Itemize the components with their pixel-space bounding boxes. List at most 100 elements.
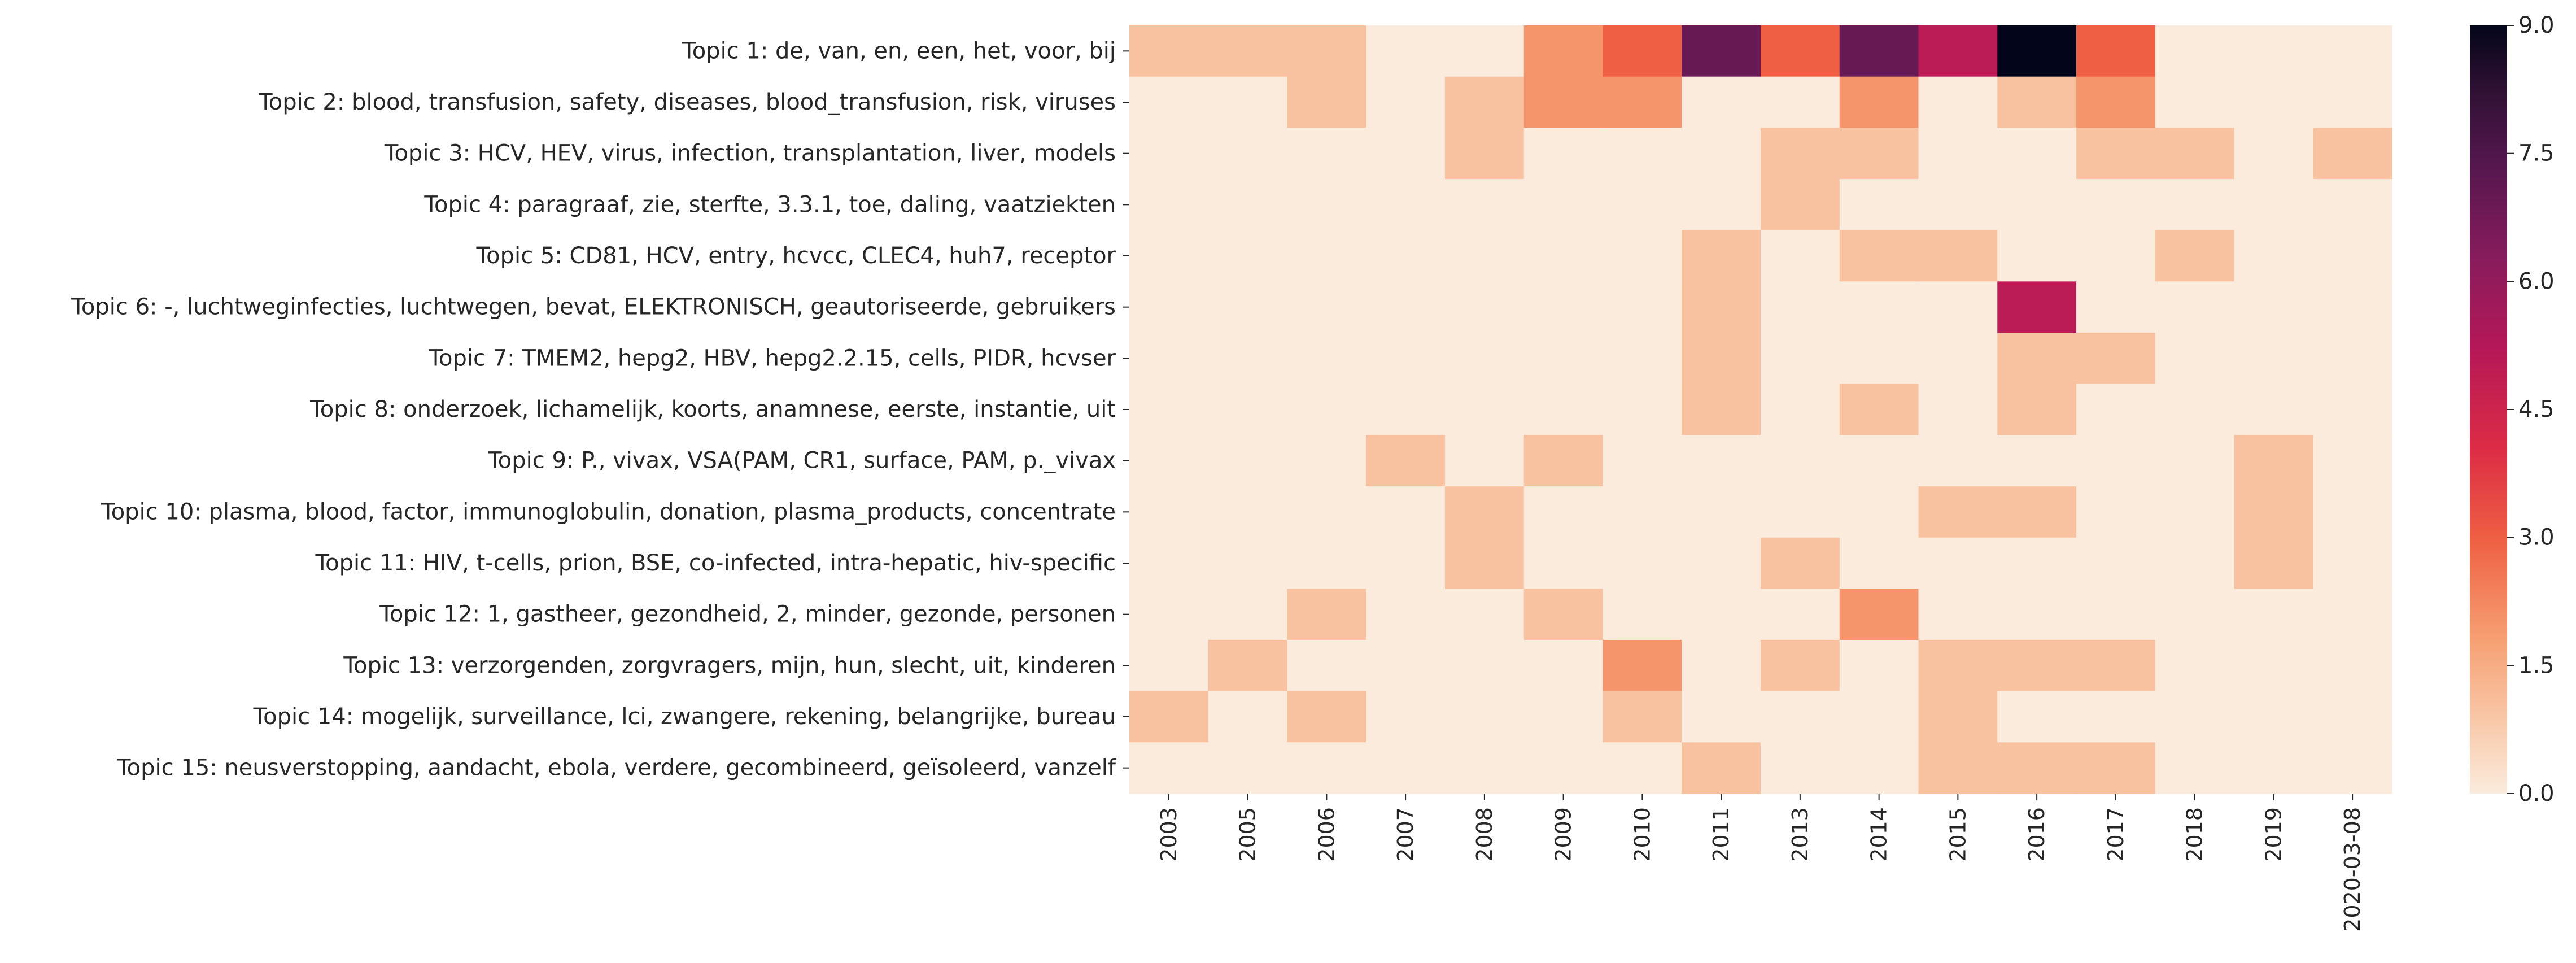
colorbar-tick-label: 0.0: [2518, 781, 2555, 807]
x-tick-label: 2014: [1867, 807, 1892, 862]
heatmap-cell: [1603, 742, 1682, 794]
heatmap-cell: [1129, 128, 1209, 180]
heatmap-cell: [1918, 537, 1998, 589]
heatmap-cell: [1603, 230, 1682, 282]
heatmap-cell: [1839, 179, 1919, 231]
heatmap-cell: [2234, 230, 2313, 282]
heatmap-cell: [1761, 333, 1840, 385]
heatmap-cell: [1129, 179, 1209, 231]
heatmap-cell: [1761, 742, 1840, 794]
heatmap-cell: [2313, 589, 2392, 640]
x-tick-label: 2010: [1630, 807, 1654, 862]
heatmap-cell: [1603, 589, 1682, 640]
heatmap-cell: [2234, 640, 2313, 692]
heatmap-cell: [1445, 333, 1525, 385]
heatmap-cell: [1366, 435, 1446, 487]
heatmap-cell: [1445, 537, 1525, 589]
heatmap-cell: [2234, 384, 2313, 435]
heatmap-cell: [1682, 691, 1761, 743]
y-tick-label: Topic 13: verzorgenden, zorgvragers, mij…: [343, 652, 1116, 678]
heatmap-cell: [1445, 435, 1525, 487]
heatmap-cell: [1997, 179, 2077, 231]
heatmap-cell: [2076, 486, 2156, 538]
heatmap-cell: [1839, 76, 1919, 128]
y-tick-label: Topic 11: HIV, t-cells, prion, BSE, co-i…: [315, 550, 1116, 576]
heatmap-cell: [1839, 281, 1919, 333]
heatmap-cell: [1523, 537, 1604, 589]
heatmap-cell: [1761, 76, 1840, 128]
heatmap-cell: [1682, 384, 1761, 435]
heatmap-cell: [1603, 333, 1682, 385]
heatmap-cell: [1523, 230, 1604, 282]
heatmap-cell: [1603, 640, 1682, 692]
heatmap-cell: [1997, 281, 2077, 333]
heatmap-cell: [2313, 281, 2392, 333]
heatmap-cell: [1129, 486, 1209, 538]
heatmap-cell: [2234, 25, 2313, 77]
y-tick-label: Topic 4: paragraaf, zie, sterfte, 3.3.1,…: [423, 191, 1116, 217]
heatmap-cell: [1129, 230, 1209, 282]
heatmap-cell: [1366, 691, 1446, 743]
y-tick-label: Topic 12: 1, gastheer, gezondheid, 2, mi…: [379, 602, 1116, 628]
heatmap-cell: [1208, 435, 1288, 487]
heatmap-cell: [1761, 281, 1840, 333]
heatmap-cell: [2234, 76, 2313, 128]
heatmap-cell: [1682, 179, 1761, 231]
heatmap-cell: [1523, 25, 1604, 77]
heatmap-cell: [1445, 128, 1525, 180]
heatmap-cell: [2076, 384, 2156, 435]
heatmap-cell: [1366, 281, 1446, 333]
heatmap-cell: [1129, 384, 1209, 435]
heatmap-cell: [2076, 640, 2156, 692]
heatmap-cell: [2155, 333, 2235, 385]
heatmap-cell: [1523, 742, 1604, 794]
heatmap-cell: [1208, 589, 1288, 640]
heatmap-cell: [2076, 742, 2156, 794]
x-tick-label: 2016: [2024, 807, 2049, 862]
heatmap-cell: [2155, 537, 2235, 589]
heatmap-cell: [1287, 179, 1366, 231]
heatmap-cell: [1129, 76, 1209, 128]
heatmap-cell: [1682, 435, 1761, 487]
heatmap-cell: [2155, 435, 2235, 487]
heatmap-cell: [2076, 281, 2156, 333]
heatmap-cell: [1682, 25, 1761, 77]
heatmap-cell: [2313, 435, 2392, 487]
heatmap-cell: [2313, 537, 2392, 589]
heatmap-cell: [1918, 691, 1998, 743]
heatmap-cell: [1918, 179, 1998, 231]
heatmap-cell: [2076, 333, 2156, 385]
heatmap-cell: [1366, 128, 1446, 180]
heatmap-cell: [1997, 435, 2077, 487]
heatmap-cell: [1523, 435, 1604, 487]
heatmap-cell: [1682, 640, 1761, 692]
heatmap-cell: [1129, 537, 1209, 589]
heatmap-cell: [1366, 230, 1446, 282]
heatmap-cell: [1287, 333, 1366, 385]
heatmap-cell: [1682, 333, 1761, 385]
heatmap-cell: [2313, 76, 2392, 128]
heatmap-cell: [1366, 589, 1446, 640]
heatmap-cell: [2076, 435, 2156, 487]
heatmap-cell: [1208, 691, 1288, 743]
heatmap-cell: [1997, 640, 2077, 692]
heatmap-cell: [1682, 486, 1761, 538]
heatmap-cell: [1523, 640, 1604, 692]
heatmap-cell: [1761, 435, 1840, 487]
heatmap-cell: [1839, 742, 1919, 794]
heatmap-cell: [1208, 640, 1288, 692]
y-tick-labels: Topic 1: de, van, en, een, het, voor, bi…: [71, 38, 1129, 781]
heatmap-cell: [1445, 281, 1525, 333]
heatmap-cell: [1603, 435, 1682, 487]
x-tick-label: 2015: [1945, 807, 1970, 862]
heatmap-cell: [1366, 537, 1446, 589]
heatmap-cell: [2076, 691, 2156, 743]
heatmap-cell: [1761, 128, 1840, 180]
y-tick-label: Topic 5: CD81, HCV, entry, hcvcc, CLEC4,…: [476, 243, 1116, 269]
heatmap-cell: [1366, 486, 1446, 538]
heatmap-cell: [2155, 742, 2235, 794]
heatmap-cell: [1523, 486, 1604, 538]
x-tick-label: 2018: [2182, 807, 2207, 862]
colorbar-tick-label: 7.5: [2518, 141, 2555, 167]
heatmap-cell: [1287, 435, 1366, 487]
